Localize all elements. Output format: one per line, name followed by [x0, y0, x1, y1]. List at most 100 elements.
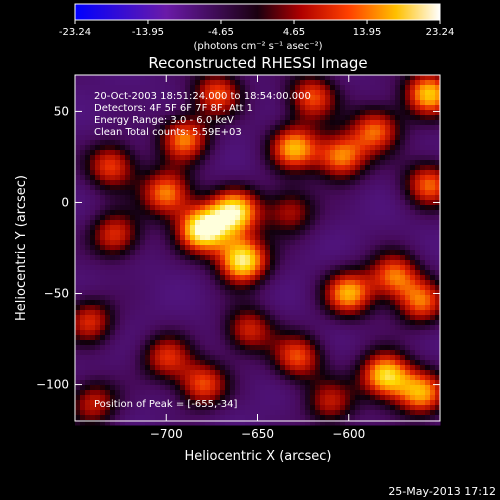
- heatmap-pixel: [115, 150, 121, 156]
- heatmap-pixel: [235, 105, 241, 111]
- heatmap-pixel: [85, 390, 91, 396]
- heatmap-pixel: [115, 155, 121, 161]
- heatmap-pixel: [280, 310, 286, 316]
- heatmap-pixel: [210, 280, 216, 286]
- heatmap-pixel: [140, 395, 146, 401]
- heatmap-pixel: [240, 395, 246, 401]
- heatmap-pixel: [380, 235, 386, 241]
- heatmap-pixel: [275, 305, 281, 311]
- heatmap-pixel: [165, 170, 171, 176]
- heatmap-pixel: [130, 255, 136, 261]
- heatmap-pixel: [105, 295, 111, 301]
- heatmap-pixel: [300, 195, 306, 201]
- heatmap-pixel: [400, 190, 406, 196]
- heatmap-pixel: [120, 75, 126, 81]
- heatmap-pixel: [405, 355, 411, 361]
- heatmap-pixel: [165, 135, 171, 141]
- heatmap-pixel: [245, 255, 251, 261]
- heatmap-pixel: [390, 380, 396, 386]
- heatmap-pixel: [310, 250, 316, 256]
- heatmap-pixel: [400, 320, 406, 326]
- heatmap-pixel: [330, 310, 336, 316]
- heatmap-pixel: [350, 395, 356, 401]
- heatmap-pixel: [340, 110, 346, 116]
- heatmap-pixel: [115, 245, 121, 251]
- heatmap-pixel: [395, 250, 401, 256]
- heatmap-pixel: [250, 105, 256, 111]
- heatmap-pixel: [285, 85, 291, 91]
- heatmap-pixel: [230, 340, 236, 346]
- heatmap-pixel: [375, 235, 381, 241]
- heatmap-pixel: [285, 130, 291, 136]
- heatmap-pixel: [100, 75, 106, 81]
- heatmap-pixel: [405, 115, 411, 121]
- heatmap-pixel: [90, 120, 96, 126]
- heatmap-pixel: [165, 280, 171, 286]
- heatmap-pixel: [250, 380, 256, 386]
- heatmap-pixel: [425, 295, 431, 301]
- heatmap-pixel: [365, 80, 371, 86]
- heatmap-pixel: [100, 115, 106, 121]
- heatmap-pixel: [245, 380, 251, 386]
- heatmap-pixel: [285, 230, 291, 236]
- heatmap-pixel: [215, 390, 221, 396]
- heatmap-pixel: [160, 145, 166, 151]
- heatmap-pixel: [355, 355, 361, 361]
- heatmap-pixel: [430, 270, 436, 276]
- heatmap-pixel: [195, 195, 201, 201]
- heatmap-pixel: [355, 320, 361, 326]
- heatmap-pixel: [235, 245, 241, 251]
- heatmap-pixel: [415, 240, 421, 246]
- heatmap-pixel: [400, 365, 406, 371]
- heatmap-pixel: [350, 240, 356, 246]
- heatmap-pixel: [205, 85, 211, 91]
- heatmap-pixel: [170, 285, 176, 291]
- heatmap-pixel: [135, 390, 141, 396]
- heatmap-pixel: [170, 310, 176, 316]
- heatmap-pixel: [295, 300, 301, 306]
- heatmap-pixel: [320, 315, 326, 321]
- heatmap-pixel: [330, 190, 336, 196]
- heatmap-pixel: [340, 200, 346, 206]
- heatmap-pixel: [430, 115, 436, 121]
- heatmap-pixel: [105, 285, 111, 291]
- heatmap-pixel: [170, 135, 176, 141]
- heatmap-pixel: [255, 135, 261, 141]
- heatmap-pixel: [425, 365, 431, 371]
- heatmap-pixel: [285, 120, 291, 126]
- heatmap-pixel: [230, 300, 236, 306]
- heatmap-pixel: [305, 115, 311, 121]
- heatmap-pixel: [345, 325, 351, 331]
- heatmap-pixel: [400, 230, 406, 236]
- heatmap-pixel: [390, 185, 396, 191]
- heatmap-pixel: [120, 150, 126, 156]
- heatmap-pixel: [345, 185, 351, 191]
- heatmap-pixel: [340, 285, 346, 291]
- heatmap-pixel: [195, 235, 201, 241]
- heatmap-pixel: [145, 320, 151, 326]
- heatmap-pixel: [80, 180, 86, 186]
- heatmap-pixel: [405, 185, 411, 191]
- heatmap-pixel: [415, 285, 421, 291]
- heatmap-pixel: [140, 100, 146, 106]
- heatmap-pixel: [185, 205, 191, 211]
- heatmap-pixel: [90, 395, 96, 401]
- heatmap-pixel: [320, 360, 326, 366]
- heatmap-pixel: [265, 390, 271, 396]
- heatmap-pixel: [150, 355, 156, 361]
- heatmap-pixel: [225, 100, 231, 106]
- heatmap-pixel: [315, 295, 321, 301]
- heatmap-pixel: [215, 190, 221, 196]
- heatmap-pixel: [395, 225, 401, 231]
- heatmap-pixel: [160, 365, 166, 371]
- heatmap-pixel: [425, 250, 431, 256]
- heatmap-pixel: [295, 205, 301, 211]
- heatmap-pixel: [115, 180, 121, 186]
- heatmap-pixel: [335, 160, 341, 166]
- heatmap-pixel: [340, 115, 346, 121]
- heatmap-pixel: [280, 240, 286, 246]
- heatmap-pixel: [275, 285, 281, 291]
- heatmap-pixel: [375, 315, 381, 321]
- heatmap-pixel: [190, 345, 196, 351]
- heatmap-pixel: [85, 135, 91, 141]
